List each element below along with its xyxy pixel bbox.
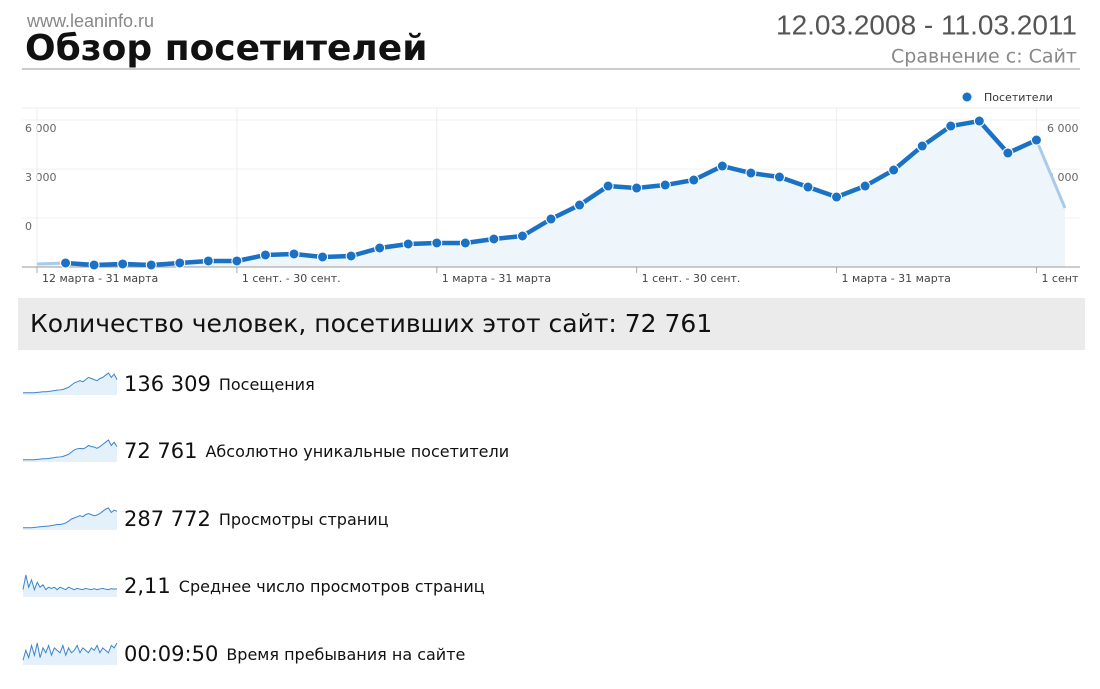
point [945,120,957,132]
sparkline [23,372,118,394]
sparkline [22,642,118,661]
y-tick-label: 6 000 [25,122,57,135]
point [831,191,843,203]
legend-marker [962,92,972,102]
point [1002,147,1014,159]
point [659,179,671,191]
legend-label: Посетители [984,91,1053,104]
summary-bar [18,298,1085,350]
comparison[interactable]: Сравнение с: Сайт [891,46,1077,68]
point [145,259,157,271]
point [88,259,100,271]
point [916,140,928,152]
point [888,164,900,176]
x-tick-label: 12 марта - 31 марта [42,272,158,285]
metric[interactable]: 136 309 Посещения [124,372,315,396]
area [37,121,1065,268]
page-title: Обзор посетителей [25,28,427,69]
y-tick-label: 0 [25,220,32,233]
point [259,249,271,261]
date-range[interactable]: 12.03.2008 - 11.03.2011 [776,9,1077,40]
sparkline-area [23,643,117,665]
point [202,255,214,267]
point [773,171,785,183]
metric-label: Среднее число просмотров страниц [179,577,485,596]
point [60,257,72,269]
point [374,242,386,254]
point [317,251,329,263]
metric-label: Абсолютно уникальные посетители [205,442,509,461]
x-tick-label: 1 сент [1041,272,1079,285]
point [345,250,357,262]
point [688,174,700,186]
sparkline-area [23,440,117,462]
metric[interactable]: 287 772 Просмотры страниц [124,507,389,531]
point [859,180,871,192]
metric-label: Время пребывания на сайте [226,645,465,664]
point [288,248,300,260]
sparkline [23,507,118,529]
point [545,213,557,225]
metric-label: Посещения [219,375,315,394]
point [174,257,186,269]
point [574,199,586,211]
sparkline [23,439,118,461]
sparkline [22,574,118,592]
metric-value: 287 772 [124,507,211,531]
metric-label: Просмотры страниц [219,510,389,529]
x-tick-label: 1 сент. - 30 сент. [242,272,341,285]
sparkline-area [23,575,117,597]
point [802,181,814,193]
point [745,167,757,179]
metric[interactable]: 00:09:50 Время пребывания на сайте [124,642,465,666]
metric-value: 136 309 [124,372,211,396]
point [459,237,471,249]
y-tick-label: 3 000 [25,171,57,184]
site-url: www.leaninfo.ru [26,11,154,31]
point [1030,134,1042,146]
point [516,230,528,242]
partial-segment [1035,139,1067,209]
point [431,237,443,249]
metric-value: 72 761 [124,439,197,463]
point [973,115,985,127]
point [716,160,728,172]
y-tick-label: 6 000 [1047,122,1079,135]
point [231,255,243,267]
metric-value: 2,11 [124,574,171,598]
sparkline-area [23,508,117,530]
x-tick-label: 1 марта - 31 марта [442,272,551,285]
summary: Количество человек, посетивших этот сайт… [30,309,712,338]
point [602,180,614,192]
metric[interactable]: 72 761 Абсолютно уникальные посетители [124,439,509,463]
point [631,182,643,194]
x-tick-label: 1 марта - 31 марта [842,272,951,285]
point [402,238,414,250]
metric[interactable]: 2,11 Среднее число просмотров страниц [124,574,485,598]
point [488,233,500,245]
point [117,258,129,270]
sparkline-area [23,373,117,395]
metric-value: 00:09:50 [124,642,218,666]
x-tick-label: 1 сент. - 30 сент. [642,272,741,285]
